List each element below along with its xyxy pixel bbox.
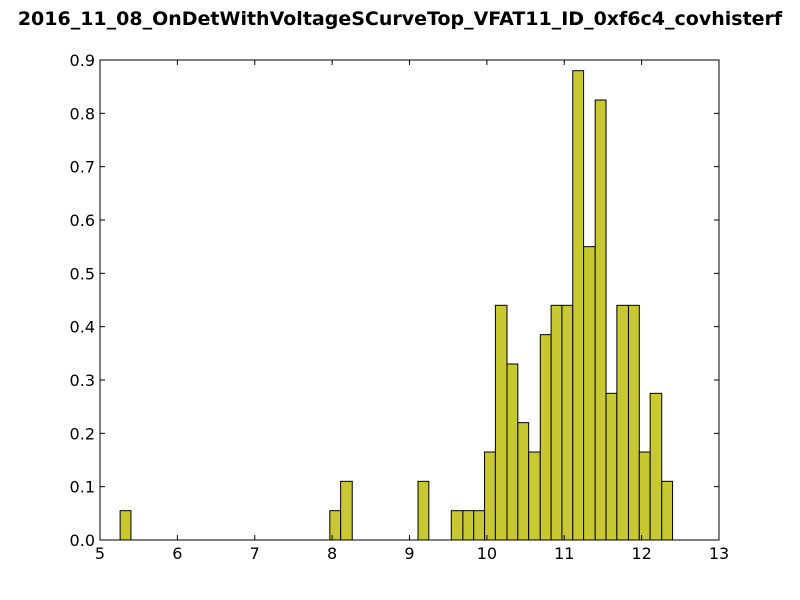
plot-frame	[99, 59, 720, 541]
histogram-bar	[539, 334, 552, 541]
histogram-bar	[594, 99, 607, 541]
histogram-bar	[462, 510, 475, 541]
x-tick-label: 5	[95, 544, 105, 563]
histogram-bar	[450, 510, 464, 541]
histogram-bar	[627, 304, 640, 541]
histogram-bar	[494, 304, 508, 541]
x-tick-label: 8	[327, 544, 337, 563]
histogram-bar	[484, 451, 496, 541]
x-tick-label: 13	[709, 544, 729, 563]
histogram-bar	[638, 451, 651, 541]
y-tick-label: 0.0	[70, 531, 95, 550]
histogram-bar	[329, 510, 342, 541]
y-tick-label: 0.5	[70, 264, 95, 283]
histogram-bar	[572, 70, 585, 541]
x-tick-label: 6	[172, 544, 182, 563]
histogram-bar	[550, 304, 563, 541]
y-tick-label: 0.2	[70, 424, 95, 443]
y-tick-label: 0.1	[70, 478, 95, 497]
x-tick-label: 7	[250, 544, 260, 563]
histogram-bar	[661, 480, 674, 541]
histogram-bar	[506, 363, 519, 541]
y-tick-label: 0.9	[70, 51, 95, 70]
x-tick-label: 10	[477, 544, 497, 563]
x-tick-label: 9	[404, 544, 414, 563]
y-tick-label: 0.6	[70, 211, 95, 230]
y-tick-label: 0.8	[70, 104, 95, 123]
y-tick-label: 0.7	[70, 158, 95, 177]
bars-group	[119, 70, 674, 541]
x-tick-label: 11	[554, 544, 574, 563]
histogram-bar	[417, 480, 430, 541]
histogram-bar	[517, 422, 530, 541]
y-tick-label: 0.3	[70, 371, 95, 390]
ticks-group: 5 6 7 8 9 10 11 12 13 0.0 0.1 0.2 0.3 0.4 0.5 0.6 0.7 0.8…	[70, 51, 730, 563]
chart-title: 2016_11_08_OnDetWithVoltageSCurveTop_VFA…	[17, 8, 783, 30]
y-tick-label: 0.4	[70, 318, 95, 337]
histogram-bar	[605, 392, 618, 541]
histogram-bar	[649, 392, 663, 541]
histogram-bar	[119, 510, 132, 541]
histogram-bar	[473, 510, 486, 541]
histogram-bar	[340, 480, 353, 541]
x-tick-label: 12	[631, 544, 651, 563]
histogram-bar	[528, 451, 541, 541]
histogram-bar	[616, 304, 629, 541]
histogram-bar	[561, 304, 574, 541]
histogram-bar	[583, 246, 596, 541]
